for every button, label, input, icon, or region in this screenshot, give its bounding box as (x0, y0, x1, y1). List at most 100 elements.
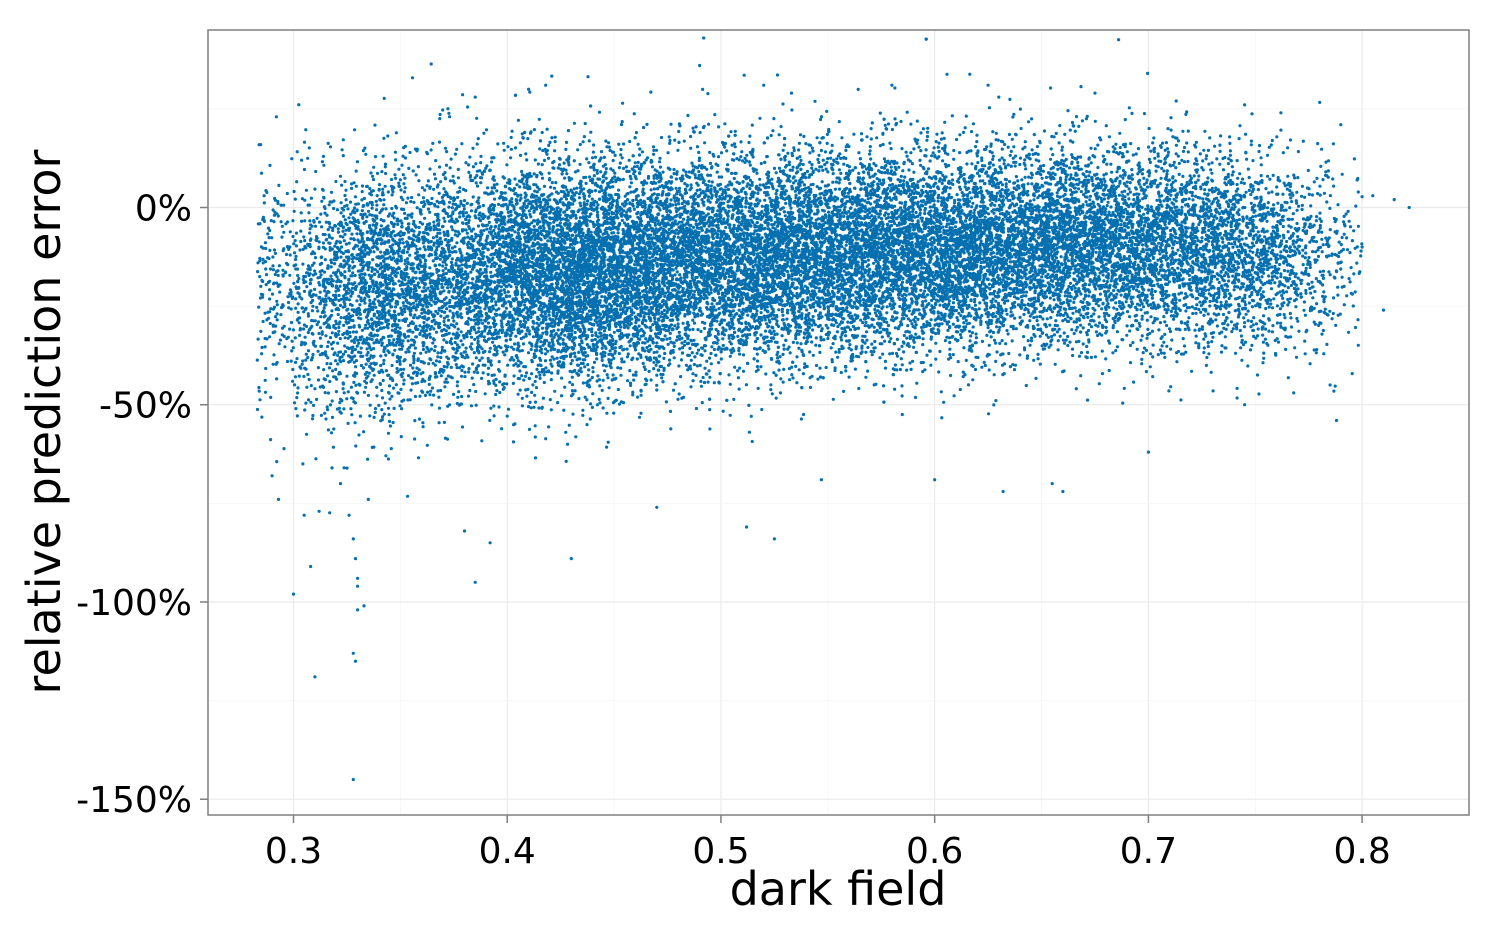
data-point (518, 369, 522, 373)
data-point (630, 358, 634, 362)
data-point (322, 195, 326, 199)
data-point (387, 274, 391, 278)
data-point (263, 378, 267, 382)
data-point (578, 142, 582, 147)
data-point (523, 235, 527, 239)
data-point (421, 341, 425, 345)
data-point (322, 163, 326, 167)
data-point (436, 389, 440, 393)
data-point (359, 255, 363, 259)
data-point (353, 401, 357, 405)
data-point (459, 330, 463, 334)
data-point (353, 273, 357, 278)
data-point (303, 408, 307, 412)
data-point (398, 234, 402, 238)
data-point (304, 188, 308, 192)
data-point (320, 332, 324, 336)
data-point (297, 292, 301, 296)
data-point (405, 240, 409, 244)
data-point (308, 293, 312, 297)
data-point (264, 283, 268, 287)
data-point (364, 381, 369, 385)
data-point (331, 445, 335, 449)
data-point (587, 327, 591, 332)
data-point (434, 294, 438, 298)
data-point (412, 233, 416, 237)
data-point (328, 336, 333, 340)
data-point (373, 123, 377, 127)
data-point (415, 239, 419, 243)
data-point (374, 239, 379, 243)
data-point (407, 222, 411, 226)
data-point (317, 240, 321, 244)
data-point (324, 334, 328, 338)
data-point (436, 231, 440, 235)
data-point (354, 359, 358, 363)
data-point (382, 314, 386, 318)
data-point (625, 347, 629, 351)
data-point (359, 286, 364, 290)
data-point (334, 285, 338, 290)
data-point (377, 370, 381, 374)
data-point (627, 158, 631, 162)
data-point (454, 301, 458, 305)
data-point (393, 305, 398, 309)
data-point (324, 297, 328, 301)
data-point (332, 271, 336, 275)
data-point (321, 154, 325, 158)
data-point (383, 162, 388, 166)
data-point (298, 333, 302, 337)
data-point (336, 341, 340, 345)
data-point (293, 197, 297, 201)
data-point (279, 203, 283, 207)
data-point (317, 331, 321, 336)
data-point (418, 276, 422, 280)
data-point (488, 346, 492, 350)
data-point (370, 279, 374, 284)
data-point (416, 316, 420, 320)
data-point (590, 156, 595, 160)
data-point (353, 421, 357, 425)
data-point (518, 320, 523, 324)
data-point (340, 183, 344, 187)
data-point (373, 333, 377, 337)
data-point (370, 267, 375, 271)
data-point (429, 148, 433, 152)
data-point (366, 326, 370, 330)
data-point (290, 339, 294, 343)
data-point (401, 289, 405, 293)
data-point (343, 344, 347, 348)
data-point (319, 413, 323, 417)
data-point (574, 216, 578, 220)
data-point (370, 213, 374, 217)
data-point (263, 345, 267, 349)
data-point (289, 359, 293, 363)
data-point (493, 197, 497, 201)
data-point (341, 352, 346, 356)
data-point (434, 159, 438, 163)
data-point (408, 213, 412, 217)
data-point (395, 366, 399, 371)
data-point (364, 385, 368, 389)
data-point (565, 188, 569, 192)
data-point (400, 221, 404, 225)
data-point (374, 280, 378, 284)
data-point (346, 249, 350, 253)
data-point (296, 391, 300, 395)
data-point (307, 146, 311, 150)
data-point (341, 225, 345, 229)
data-point (587, 161, 591, 165)
data-point (289, 320, 294, 325)
data-point (429, 310, 433, 314)
data-point (471, 362, 475, 366)
data-point (541, 396, 546, 400)
data-point (349, 212, 353, 216)
data-point (611, 158, 615, 163)
data-point (328, 241, 332, 245)
data-point (380, 341, 384, 345)
data-point (383, 263, 387, 267)
data-point (431, 141, 435, 145)
data-point (437, 370, 441, 375)
data-point (604, 176, 608, 180)
data-point (271, 264, 275, 268)
